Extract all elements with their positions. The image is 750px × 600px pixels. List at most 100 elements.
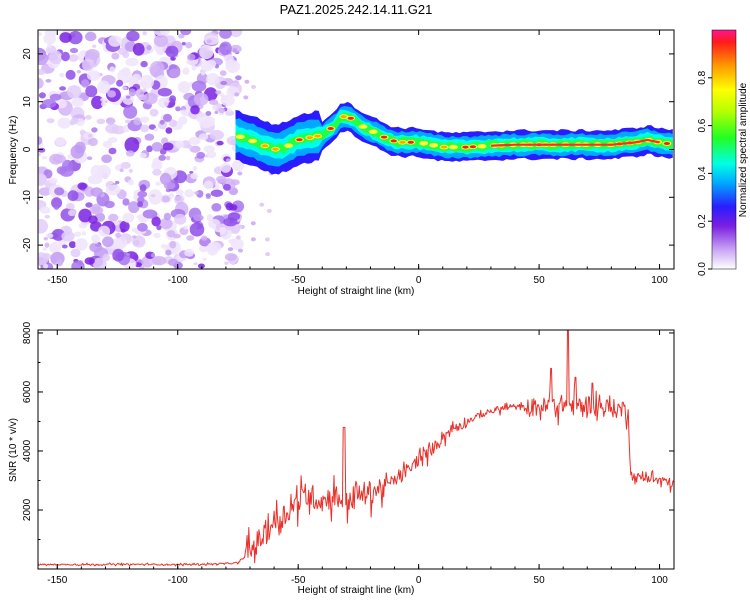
noise-blob — [196, 151, 206, 159]
noise-blob — [65, 69, 76, 80]
noise-blob — [205, 59, 217, 69]
noise-blob — [165, 155, 171, 161]
noise-blob — [101, 154, 112, 163]
noise-blob — [205, 116, 215, 127]
noise-blob — [122, 198, 130, 206]
noise-blob — [132, 235, 146, 248]
noise-blob — [152, 157, 162, 168]
noise-blob — [235, 75, 242, 81]
noise-blob — [175, 189, 184, 196]
noise-blob — [120, 161, 131, 169]
noise-blob — [45, 233, 54, 238]
snr-ticks: -150 -100 -50 0 50 100 2000 4000 6000 8000 — [22, 321, 674, 586]
noise-blob — [43, 263, 49, 269]
noise-blob — [216, 175, 227, 183]
x-tick-label: 50 — [534, 575, 546, 586]
noise-blob — [39, 206, 51, 214]
noise-blob — [105, 117, 116, 125]
noise-blob — [184, 248, 194, 257]
noise-blob — [54, 187, 65, 196]
noise-blob — [67, 85, 82, 99]
noise-blob — [223, 217, 238, 227]
ridge-peak — [272, 147, 279, 151]
noise-blob — [234, 92, 240, 97]
ridge-peak — [390, 139, 397, 143]
noise-blob — [126, 30, 140, 42]
noise-blob — [153, 34, 168, 47]
noise-blob — [223, 215, 229, 219]
noise-blob — [186, 235, 195, 241]
noise-blob — [243, 95, 249, 100]
noise-blob — [67, 209, 76, 217]
ridge-peak — [359, 125, 367, 129]
noise-blob — [165, 45, 179, 58]
noise-blob — [159, 119, 165, 125]
spectrogram-y-axis-label: Frequency (Hz) — [8, 116, 19, 185]
y-tick-label: 10 — [22, 96, 33, 108]
ridge-peak — [469, 145, 477, 149]
noise-blob — [168, 119, 178, 127]
noise-blob — [211, 203, 222, 212]
noise-blob — [238, 224, 244, 229]
noise-blob — [54, 206, 59, 210]
noise-blob — [229, 30, 243, 38]
noise-blob — [120, 228, 126, 233]
noise-blob — [122, 94, 134, 105]
noise-blob — [88, 215, 98, 224]
noise-blob — [105, 123, 120, 134]
noise-blob — [114, 220, 120, 226]
noise-blob — [38, 51, 49, 66]
noise-blob — [142, 209, 158, 219]
noise-blob — [185, 42, 193, 49]
noise-blob — [163, 212, 171, 221]
noise-blob — [210, 189, 224, 197]
noise-blob — [232, 159, 245, 172]
noise-blob — [85, 85, 98, 98]
noise-blob — [111, 52, 120, 60]
noise-blob — [126, 253, 131, 256]
noise-blob — [169, 68, 181, 78]
noise-blob — [169, 241, 177, 249]
noise-blob — [128, 179, 134, 186]
noise-blob — [122, 50, 130, 59]
noise-blob — [146, 145, 153, 153]
noise-blob — [38, 173, 47, 186]
noise-blob — [107, 137, 118, 143]
noise-blob — [158, 154, 166, 161]
noise-blob — [142, 31, 147, 36]
noise-blob — [219, 30, 232, 39]
x-tick-label: 50 — [534, 275, 546, 286]
y-tick-label: 20 — [22, 48, 33, 60]
noise-blob — [266, 208, 272, 213]
y-tick-label: -20 — [22, 237, 33, 252]
noise-blob — [244, 79, 250, 84]
noise-blob — [107, 90, 116, 98]
noise-blob — [134, 262, 142, 268]
noise-blob — [44, 242, 50, 248]
noise-blob — [214, 110, 219, 114]
noise-blob — [116, 79, 124, 87]
noise-blob — [181, 109, 187, 115]
noise-blob — [86, 156, 93, 160]
snr-panel: -150 -100 -50 0 50 100 2000 4000 6000 8000 Height… — [8, 321, 675, 596]
noise-blob — [55, 136, 66, 147]
figure-title: PAZ1.2025.242.14.11.G21 — [280, 2, 433, 17]
noise-blob — [77, 182, 87, 190]
noise-blob — [146, 45, 152, 51]
noise-blob — [184, 189, 195, 198]
snr-frame — [37, 329, 675, 570]
noise-blob — [122, 86, 128, 90]
noise-blob — [162, 142, 174, 151]
noise-blob — [61, 231, 75, 242]
noise-blob — [219, 70, 227, 76]
colorbar-tick-label: 0.8 — [697, 70, 708, 84]
x-tick-label: 0 — [416, 575, 422, 586]
noise-blob — [190, 173, 199, 180]
noise-blob — [193, 214, 204, 221]
noise-blob — [38, 219, 48, 234]
noise-blob — [102, 140, 113, 148]
noise-blob — [237, 171, 243, 176]
noise-blob — [76, 70, 82, 74]
noise-blob — [149, 108, 159, 117]
noise-blob — [139, 116, 150, 123]
